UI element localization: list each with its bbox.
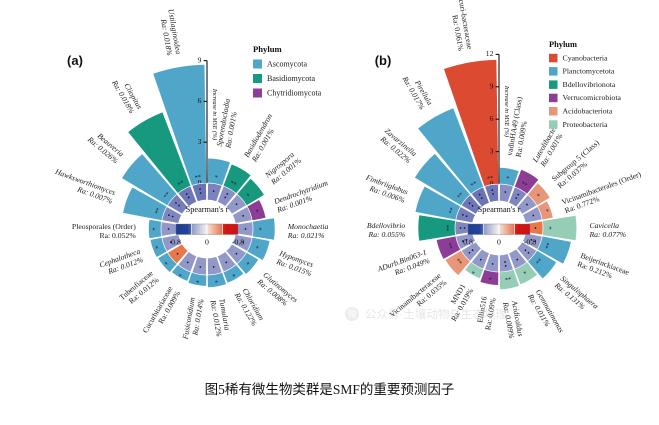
svg-text:Planctomycetota: Planctomycetota bbox=[563, 67, 616, 76]
svg-text:Phylum: Phylum bbox=[549, 40, 577, 49]
svg-text:**: ** bbox=[487, 175, 494, 183]
svg-text:Spearman's r: Spearman's r bbox=[478, 205, 521, 214]
svg-text:6: 6 bbox=[198, 96, 202, 105]
svg-text:3: 3 bbox=[490, 146, 494, 155]
svg-text:0: 0 bbox=[497, 238, 501, 247]
svg-text:Bdellovibrionota: Bdellovibrionota bbox=[563, 80, 616, 89]
svg-text:*: * bbox=[256, 227, 263, 230]
svg-text:0.8: 0.8 bbox=[171, 238, 181, 247]
svg-text:9: 9 bbox=[490, 82, 494, 91]
svg-text:*: * bbox=[152, 227, 159, 230]
svg-text:*: * bbox=[546, 226, 553, 229]
svg-text:Phylum: Phylum bbox=[253, 44, 282, 54]
svg-text:图5稀有微生物类群是SMF的重要预测因子: 图5稀有微生物类群是SMF的重要预测因子 bbox=[205, 382, 455, 397]
svg-text:(a): (a) bbox=[67, 53, 83, 68]
svg-text:-0.8: -0.8 bbox=[232, 238, 244, 247]
svg-text:Acidobacteriota: Acidobacteriota bbox=[563, 107, 613, 116]
svg-text:Cyanobacteria: Cyanobacteria bbox=[563, 53, 609, 62]
svg-text:-0.8: -0.8 bbox=[524, 238, 536, 247]
svg-text:微: 微 bbox=[347, 308, 356, 319]
svg-text:Proteobacteria: Proteobacteria bbox=[563, 120, 609, 129]
svg-text:9: 9 bbox=[198, 55, 202, 64]
svg-text:**: ** bbox=[504, 273, 511, 281]
svg-text:3: 3 bbox=[198, 137, 202, 146]
svg-text:12: 12 bbox=[486, 49, 494, 58]
svg-text:0: 0 bbox=[205, 238, 209, 247]
svg-text:公众号·土壤动物与生态地理: 公众号·土壤动物与生态地理 bbox=[365, 307, 507, 321]
svg-text:Basidiomycota: Basidiomycota bbox=[267, 74, 315, 83]
svg-text:6: 6 bbox=[490, 114, 494, 123]
svg-text:Spearman's r: Spearman's r bbox=[186, 205, 229, 214]
svg-text:Verrucomicrobiota: Verrucomicrobiota bbox=[563, 93, 622, 102]
svg-text:0.8: 0.8 bbox=[463, 238, 473, 247]
svg-text:Chytridiomycota: Chytridiomycota bbox=[267, 89, 322, 98]
svg-text:**: ** bbox=[194, 174, 201, 182]
svg-text:Ascomycota: Ascomycota bbox=[267, 60, 307, 69]
svg-text:**: ** bbox=[446, 225, 453, 231]
svg-text:(b): (b) bbox=[375, 53, 392, 68]
